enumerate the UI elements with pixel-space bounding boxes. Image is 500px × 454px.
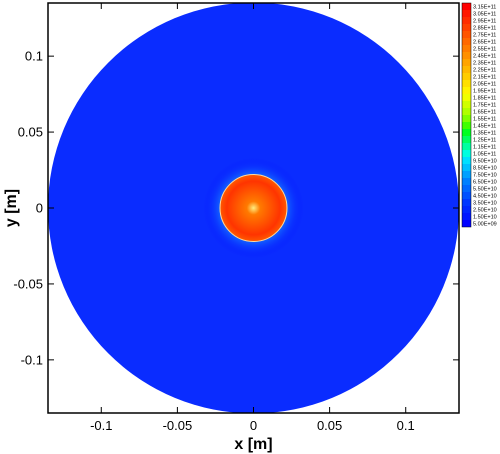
colorbar-label: 1.75E+11 — [473, 103, 496, 109]
colorbar-label: 2.65E+11 — [473, 40, 496, 46]
y-tick-label: -0.1 — [21, 352, 43, 367]
colorbar-swatch — [462, 157, 471, 164]
colorbar-swatch — [462, 45, 471, 52]
colorbar-label: 2.45E+11 — [473, 54, 496, 60]
colorbar-label: 2.25E+11 — [473, 68, 496, 74]
colorbar-label: 4.50E+10 — [473, 194, 497, 200]
colorbar-swatch — [462, 122, 471, 129]
colorbar-swatch — [462, 17, 471, 24]
colorbar-label: 2.35E+11 — [473, 61, 496, 67]
colorbar-swatch — [462, 143, 471, 150]
colorbar-swatch — [462, 213, 471, 220]
colorbar-label: 3.50E+10 — [473, 201, 497, 207]
colorbar-frame — [461, 2, 472, 228]
colorbar-swatch — [462, 66, 471, 73]
colorbar-label: 3.05E+11 — [473, 12, 496, 18]
colorbar-label: 2.85E+11 — [473, 26, 496, 32]
colorbar-label: 7.50E+10 — [473, 173, 497, 179]
colorbar-label: 1.15E+11 — [473, 145, 496, 151]
y-tick-label: 0 — [36, 201, 43, 216]
colorbar-label: 9.50E+10 — [473, 159, 497, 165]
colorbar-label: 1.35E+11 — [473, 131, 496, 137]
colorbar-swatch — [462, 192, 471, 199]
colorbar-swatch — [462, 94, 471, 101]
colorbar-swatch — [462, 10, 471, 17]
x-tick-label: 0 — [250, 418, 257, 433]
colorbar-swatch — [462, 87, 471, 94]
colorbar-label: 1.55E+11 — [473, 117, 496, 123]
x-axis-label: x [m] — [234, 436, 272, 453]
colorbar-swatch — [462, 220, 471, 227]
colorbar-swatch — [462, 101, 471, 108]
colorbar-swatch — [462, 59, 471, 66]
colorbar-label: 2.05E+11 — [473, 82, 496, 88]
colorbar-label: 6.50E+10 — [473, 180, 497, 186]
colorbar-label: 1.50E+10 — [473, 215, 497, 221]
colorbar-label: 1.95E+11 — [473, 89, 496, 95]
colorbar-swatch — [462, 206, 471, 213]
x-tick-label: 0.1 — [397, 418, 415, 433]
colorbar-swatch — [462, 150, 471, 157]
colorbar-swatch — [462, 52, 471, 59]
colorbar-swatch — [462, 31, 471, 38]
colorbar-label: 8.50E+10 — [473, 166, 497, 172]
colorbar-swatch — [462, 185, 471, 192]
colorbar-label: 2.55E+11 — [473, 47, 496, 53]
colorbar-label: 1.85E+11 — [473, 96, 496, 102]
colorbar-swatch — [462, 38, 471, 45]
colorbar-swatch — [462, 164, 471, 171]
colorbar-label: 1.45E+11 — [473, 124, 496, 130]
y-tick-label: 0.1 — [25, 49, 43, 64]
colorbar-swatch — [462, 24, 471, 31]
colorbar-swatch — [462, 108, 471, 115]
x-tick-label: 0.05 — [317, 418, 342, 433]
colorbar-label: 1.65E+11 — [473, 110, 496, 116]
y-axis-label: y [m] — [3, 189, 20, 227]
colorbar-label: 2.50E+10 — [473, 208, 497, 214]
colorbar-label: 1.05E+11 — [473, 152, 496, 158]
colorbar-swatch — [462, 115, 471, 122]
colorbar-swatch — [462, 80, 471, 87]
colorbar-swatch — [462, 129, 471, 136]
colorbar-swatch — [462, 178, 471, 185]
plot-area — [48, 2, 459, 414]
core-disk-region — [219, 174, 288, 242]
colorbar-legend: 3.15E+113.05E+112.95E+112.85E+112.75E+11… — [461, 2, 497, 228]
colorbar-label: 2.15E+11 — [473, 75, 496, 81]
colorbar-swatch — [462, 73, 471, 80]
colorbar-label: 5.00E+09 — [473, 222, 497, 228]
y-tick-label: 0.05 — [18, 125, 43, 140]
colorbar-swatch — [462, 136, 471, 143]
y-axis-ticks: -0.1 -0.05 0 0.05 0.1 — [13, 49, 459, 367]
colorbar-swatch — [462, 3, 471, 10]
colorbar-swatch — [462, 171, 471, 178]
colorbar-swatch — [462, 199, 471, 206]
colorbar-label: 2.75E+11 — [473, 33, 496, 39]
colorbar-label: 2.95E+11 — [473, 19, 496, 25]
x-tick-label: -0.05 — [163, 418, 193, 433]
x-tick-label: -0.1 — [90, 418, 112, 433]
colorbar-label: 3.15E+11 — [473, 5, 496, 11]
colorbar-label: 1.25E+11 — [473, 138, 496, 144]
x-axis-ticks: -0.1 -0.05 0 0.05 0.1 — [90, 3, 415, 433]
y-tick-label: -0.05 — [13, 276, 43, 291]
colorbar-label: 5.50E+10 — [473, 187, 497, 193]
